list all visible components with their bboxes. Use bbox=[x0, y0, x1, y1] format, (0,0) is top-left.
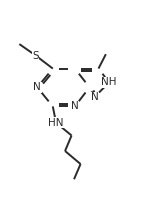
Text: S: S bbox=[32, 50, 39, 61]
Text: N: N bbox=[71, 101, 79, 111]
Text: NH: NH bbox=[101, 77, 117, 87]
Text: HN: HN bbox=[48, 118, 64, 128]
Text: N: N bbox=[33, 82, 41, 92]
Text: N: N bbox=[90, 92, 98, 102]
